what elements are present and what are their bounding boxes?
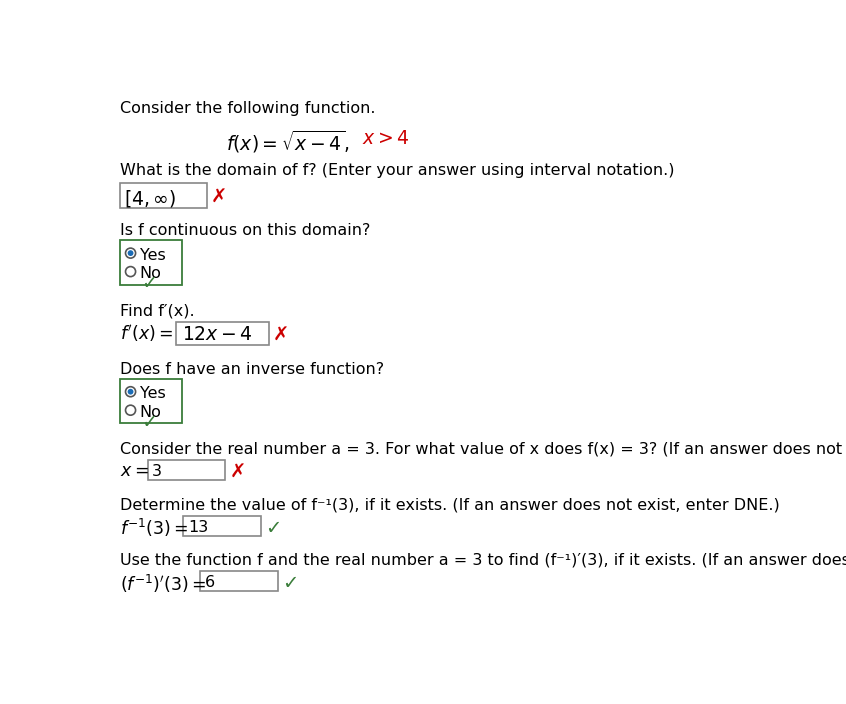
FancyBboxPatch shape xyxy=(175,322,268,345)
Text: $[4,\infty)$: $[4,\infty)$ xyxy=(124,188,177,208)
FancyBboxPatch shape xyxy=(147,460,225,480)
Text: ✗: ✗ xyxy=(230,463,246,482)
Circle shape xyxy=(125,267,135,277)
Text: $x > 4$: $x > 4$ xyxy=(361,129,409,148)
Text: $f^{-1}(3) =$: $f^{-1}(3) =$ xyxy=(119,517,189,539)
Text: $f'(x) =$: $f'(x) =$ xyxy=(119,323,173,344)
Text: 6: 6 xyxy=(205,575,215,590)
Circle shape xyxy=(128,250,134,256)
Text: $12x - 4$: $12x - 4$ xyxy=(182,325,253,344)
Circle shape xyxy=(125,406,135,415)
Text: Is f continuous on this domain?: Is f continuous on this domain? xyxy=(119,223,370,238)
FancyBboxPatch shape xyxy=(119,183,206,208)
Text: Yes: Yes xyxy=(140,386,166,401)
Circle shape xyxy=(128,389,134,395)
Text: $f(x) = \sqrt{x-4},$: $f(x) = \sqrt{x-4},$ xyxy=(226,129,349,156)
FancyBboxPatch shape xyxy=(119,240,182,284)
Text: 13: 13 xyxy=(188,520,208,534)
Circle shape xyxy=(125,386,135,397)
Text: ✗: ✗ xyxy=(273,325,289,344)
Text: ✓: ✓ xyxy=(141,274,157,293)
Text: ✓: ✓ xyxy=(141,413,157,432)
Text: Consider the following function.: Consider the following function. xyxy=(119,101,375,116)
Circle shape xyxy=(125,248,135,258)
Text: Use the function f and the real number a = 3 to find (f⁻¹)′(3), if it exists. (I: Use the function f and the real number a… xyxy=(119,553,846,567)
Text: $x =$: $x =$ xyxy=(119,462,149,480)
Text: Does f have an inverse function?: Does f have an inverse function? xyxy=(119,362,384,377)
Text: What is the domain of f? (Enter your answer using interval notation.): What is the domain of f? (Enter your ans… xyxy=(119,163,674,178)
Text: Determine the value of f⁻¹(3), if it exists. (If an answer does not exist, enter: Determine the value of f⁻¹(3), if it exi… xyxy=(119,497,779,513)
Text: ✓: ✓ xyxy=(266,519,282,538)
Text: Consider the real number a = 3. For what value of x does f(x) = 3? (If an answer: Consider the real number a = 3. For what… xyxy=(119,442,846,457)
FancyBboxPatch shape xyxy=(184,515,261,536)
Text: $(f^{-1})'(3) =$: $(f^{-1})'(3) =$ xyxy=(119,572,206,595)
Text: No: No xyxy=(140,405,162,420)
Text: No: No xyxy=(140,266,162,281)
Text: 3: 3 xyxy=(152,464,162,479)
FancyBboxPatch shape xyxy=(201,571,277,591)
Text: ✓: ✓ xyxy=(283,574,299,593)
Text: Yes: Yes xyxy=(140,248,166,263)
Text: Find f′(x).: Find f′(x). xyxy=(119,303,195,318)
FancyBboxPatch shape xyxy=(119,379,182,423)
Text: ✗: ✗ xyxy=(212,188,228,207)
